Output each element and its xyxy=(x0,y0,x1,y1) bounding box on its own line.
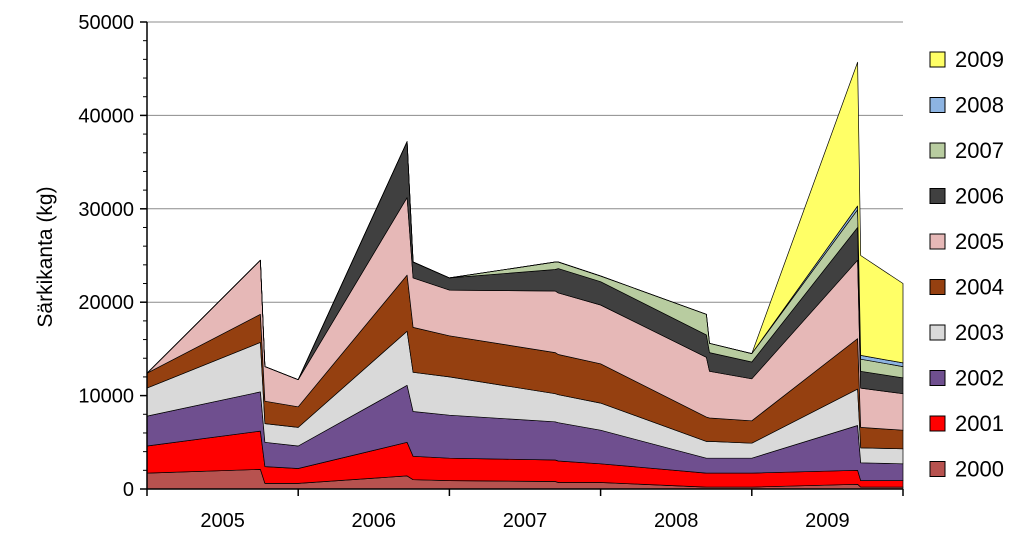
y-tick-label: 10000 xyxy=(78,386,134,408)
x-tick-labels: 2005 2006 2007 2008 2009 xyxy=(200,510,849,532)
legend-swatch-2007 xyxy=(929,142,946,159)
legend-label-2000: 2000 xyxy=(955,457,1004,482)
legend-label-2003: 2003 xyxy=(955,320,1004,345)
y-tick-label: 30000 xyxy=(78,199,134,221)
legend-swatch-2006 xyxy=(929,188,946,204)
y-tick-label: 50000 xyxy=(78,12,134,34)
legend-swatch-2003 xyxy=(929,324,946,341)
y-tick-labels: 0 10000 20000 30000 40000 50000 xyxy=(78,12,134,501)
y-tick-label: 20000 xyxy=(78,292,134,314)
x-tick-label: 2005 xyxy=(200,510,245,532)
legend-label-2008: 2008 xyxy=(955,93,1004,118)
series-areas xyxy=(146,61,904,490)
x-tick-label: 2008 xyxy=(654,510,699,532)
legend-swatch-2004 xyxy=(929,279,946,295)
legend-label-2001: 2001 xyxy=(955,411,1004,436)
x-tick-label: 2007 xyxy=(503,510,548,532)
legend-swatch-2005 xyxy=(929,233,946,250)
legend-label-2005: 2005 xyxy=(955,229,1004,254)
legend-swatch-2001 xyxy=(929,415,946,432)
legend-swatch-2008 xyxy=(929,97,946,113)
legend-label-2007: 2007 xyxy=(955,138,1004,163)
x-tick-label: 2009 xyxy=(805,510,850,532)
axes xyxy=(140,21,904,496)
legend-label-2009: 2009 xyxy=(955,47,1004,72)
legend-swatch-2009 xyxy=(929,51,946,68)
area-series-2009 xyxy=(146,61,904,381)
legend-swatch-2002 xyxy=(929,370,946,386)
x-tick-label: 2006 xyxy=(352,510,397,532)
y-tick-label: 0 xyxy=(123,479,134,501)
legend-label-2006: 2006 xyxy=(955,184,1004,209)
legend-label-2002: 2002 xyxy=(955,366,1004,391)
legend: 2009 2008 2007 2006 2005 2004 2003 2002 2001 2000 xyxy=(929,47,1004,482)
legend-label-2004: 2004 xyxy=(955,275,1004,300)
y-axis-title: Särkikanta (kg) xyxy=(34,186,57,327)
legend-swatch-2000 xyxy=(929,461,946,477)
y-tick-label: 40000 xyxy=(78,105,134,127)
